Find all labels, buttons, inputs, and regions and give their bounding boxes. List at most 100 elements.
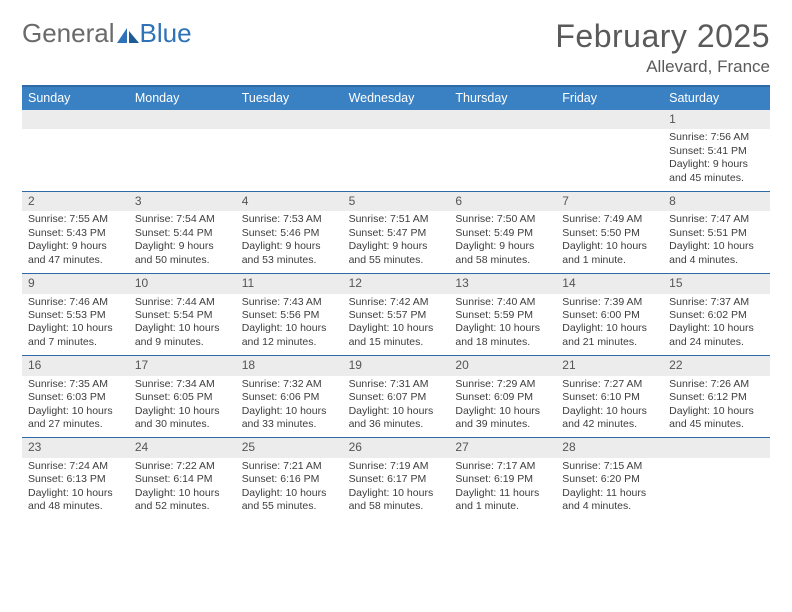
day-cell bbox=[663, 438, 770, 519]
sunset-line: Sunset: 5:51 PM bbox=[669, 227, 766, 240]
sunrise-line: Sunrise: 7:29 AM bbox=[455, 378, 552, 391]
dl1-line: Daylight: 9 hours bbox=[669, 158, 766, 171]
dl1-line: Daylight: 10 hours bbox=[669, 322, 766, 335]
day-details: Sunrise: 7:34 AMSunset: 6:05 PMDaylight:… bbox=[133, 378, 232, 432]
sunrise-line: Sunrise: 7:35 AM bbox=[28, 378, 125, 391]
day-cell: 24Sunrise: 7:22 AMSunset: 6:14 PMDayligh… bbox=[129, 438, 236, 519]
dl2-line: and 45 minutes. bbox=[669, 418, 766, 431]
sunset-line: Sunset: 6:14 PM bbox=[135, 473, 232, 486]
dl1-line: Daylight: 9 hours bbox=[349, 240, 446, 253]
dl1-line: Daylight: 10 hours bbox=[669, 240, 766, 253]
sunset-line: Sunset: 5:47 PM bbox=[349, 227, 446, 240]
day-number: 22 bbox=[663, 356, 770, 375]
day-cell: 21Sunrise: 7:27 AMSunset: 6:10 PMDayligh… bbox=[556, 356, 663, 437]
day-details: Sunrise: 7:17 AMSunset: 6:19 PMDaylight:… bbox=[453, 460, 552, 514]
day-number: 7 bbox=[556, 192, 663, 211]
day-number: 27 bbox=[449, 438, 556, 457]
dl2-line: and 50 minutes. bbox=[135, 254, 232, 267]
day-number: 11 bbox=[236, 274, 343, 293]
day-cell: 4 Sunrise: 7:53 AMSunset: 5:46 PMDaylight… bbox=[236, 192, 343, 273]
sunset-line: Sunset: 5:59 PM bbox=[455, 309, 552, 322]
sunrise-line: Sunrise: 7:27 AM bbox=[562, 378, 659, 391]
sunrise-line: Sunrise: 7:43 AM bbox=[242, 296, 339, 309]
day-number: 28 bbox=[556, 438, 663, 457]
day-number: 6 bbox=[449, 192, 556, 211]
day-cell: 7 Sunrise: 7:49 AMSunset: 5:50 PMDaylight… bbox=[556, 192, 663, 273]
dl1-line: Daylight: 9 hours bbox=[242, 240, 339, 253]
day-details: Sunrise: 7:27 AMSunset: 6:10 PMDaylight:… bbox=[560, 378, 659, 432]
day-details: Sunrise: 7:37 AMSunset: 6:02 PMDaylight:… bbox=[667, 296, 766, 350]
sunrise-line: Sunrise: 7:50 AM bbox=[455, 213, 552, 226]
day-cell bbox=[129, 110, 236, 191]
day-cell: 8Sunrise: 7:47 AMSunset: 5:51 PMDaylight… bbox=[663, 192, 770, 273]
dl2-line: and 21 minutes. bbox=[562, 336, 659, 349]
dow-wednesday: Wednesday bbox=[343, 87, 450, 110]
day-details: Sunrise: 7:43 AMSunset: 5:56 PMDaylight:… bbox=[240, 296, 339, 350]
sunset-line: Sunset: 5:50 PM bbox=[562, 227, 659, 240]
dl1-line: Daylight: 9 hours bbox=[455, 240, 552, 253]
dl1-line: Daylight: 9 hours bbox=[135, 240, 232, 253]
sunrise-line: Sunrise: 7:40 AM bbox=[455, 296, 552, 309]
dl1-line: Daylight: 10 hours bbox=[562, 405, 659, 418]
weeks-container: 1Sunrise: 7:56 AMSunset: 5:41 PMDaylight… bbox=[22, 110, 770, 520]
dl1-line: Daylight: 10 hours bbox=[455, 405, 552, 418]
day-number: 10 bbox=[129, 274, 236, 293]
day-number: 15 bbox=[663, 274, 770, 293]
dl2-line: and 58 minutes. bbox=[349, 500, 446, 513]
dl2-line: and 4 minutes. bbox=[562, 500, 659, 513]
dow-tuesday: Tuesday bbox=[236, 87, 343, 110]
day-cell: 2Sunrise: 7:55 AMSunset: 5:43 PMDaylight… bbox=[22, 192, 129, 273]
day-details: Sunrise: 7:56 AMSunset: 5:41 PMDaylight:… bbox=[667, 131, 766, 185]
title-block: February 2025 Allevard, France bbox=[555, 18, 770, 77]
day-details: Sunrise: 7:22 AMSunset: 6:14 PMDaylight:… bbox=[133, 460, 232, 514]
day-details: Sunrise: 7:44 AMSunset: 5:54 PMDaylight:… bbox=[133, 296, 232, 350]
sunrise-line: Sunrise: 7:49 AM bbox=[562, 213, 659, 226]
sunset-line: Sunset: 6:02 PM bbox=[669, 309, 766, 322]
sunrise-line: Sunrise: 7:15 AM bbox=[562, 460, 659, 473]
dl1-line: Daylight: 10 hours bbox=[562, 240, 659, 253]
day-cell: 5Sunrise: 7:51 AMSunset: 5:47 PMDaylight… bbox=[343, 192, 450, 273]
dl1-line: Daylight: 11 hours bbox=[455, 487, 552, 500]
sunset-line: Sunset: 6:20 PM bbox=[562, 473, 659, 486]
sunrise-line: Sunrise: 7:32 AM bbox=[242, 378, 339, 391]
dl2-line: and 1 minute. bbox=[455, 500, 552, 513]
day-number bbox=[556, 110, 663, 129]
dow-saturday: Saturday bbox=[663, 87, 770, 110]
day-cell bbox=[556, 110, 663, 191]
dl2-line: and 42 minutes. bbox=[562, 418, 659, 431]
dl2-line: and 47 minutes. bbox=[28, 254, 125, 267]
sunrise-line: Sunrise: 7:51 AM bbox=[349, 213, 446, 226]
day-cell: 1Sunrise: 7:56 AMSunset: 5:41 PMDaylight… bbox=[663, 110, 770, 191]
day-number: 12 bbox=[343, 274, 450, 293]
dl1-line: Daylight: 10 hours bbox=[28, 487, 125, 500]
sunset-line: Sunset: 5:53 PM bbox=[28, 309, 125, 322]
day-cell: 23Sunrise: 7:24 AMSunset: 6:13 PMDayligh… bbox=[22, 438, 129, 519]
day-cell: 18Sunrise: 7:32 AMSunset: 6:06 PMDayligh… bbox=[236, 356, 343, 437]
sunrise-line: Sunrise: 7:22 AM bbox=[135, 460, 232, 473]
day-details: Sunrise: 7:31 AMSunset: 6:07 PMDaylight:… bbox=[347, 378, 446, 432]
day-details: Sunrise: 7:42 AMSunset: 5:57 PMDaylight:… bbox=[347, 296, 446, 350]
sunset-line: Sunset: 6:13 PM bbox=[28, 473, 125, 486]
day-number: 4 bbox=[236, 192, 343, 211]
day-details: Sunrise: 7:40 AMSunset: 5:59 PMDaylight:… bbox=[453, 296, 552, 350]
dl2-line: and 18 minutes. bbox=[455, 336, 552, 349]
dl1-line: Daylight: 10 hours bbox=[455, 322, 552, 335]
sunrise-line: Sunrise: 7:42 AM bbox=[349, 296, 446, 309]
day-cell: 14Sunrise: 7:39 AMSunset: 6:00 PMDayligh… bbox=[556, 274, 663, 355]
sunset-line: Sunset: 6:19 PM bbox=[455, 473, 552, 486]
dl1-line: Daylight: 10 hours bbox=[349, 487, 446, 500]
day-number bbox=[343, 110, 450, 129]
dow-monday: Monday bbox=[129, 87, 236, 110]
day-cell: 3Sunrise: 7:54 AMSunset: 5:44 PMDaylight… bbox=[129, 192, 236, 273]
day-cell: 15 Sunrise: 7:37 AMSunset: 6:02 PMDayligh… bbox=[663, 274, 770, 355]
day-number: 25 bbox=[236, 438, 343, 457]
dl2-line: and 30 minutes. bbox=[135, 418, 232, 431]
sunset-line: Sunset: 5:41 PM bbox=[669, 145, 766, 158]
dl2-line: and 52 minutes. bbox=[135, 500, 232, 513]
day-number: 2 bbox=[22, 192, 129, 211]
day-details: Sunrise: 7:53 AMSunset: 5:46 PMDaylight:… bbox=[240, 213, 339, 267]
day-number: 9 bbox=[22, 274, 129, 293]
dl1-line: Daylight: 10 hours bbox=[28, 322, 125, 335]
week-row: 1Sunrise: 7:56 AMSunset: 5:41 PMDaylight… bbox=[22, 110, 770, 192]
location: Allevard, France bbox=[555, 57, 770, 77]
